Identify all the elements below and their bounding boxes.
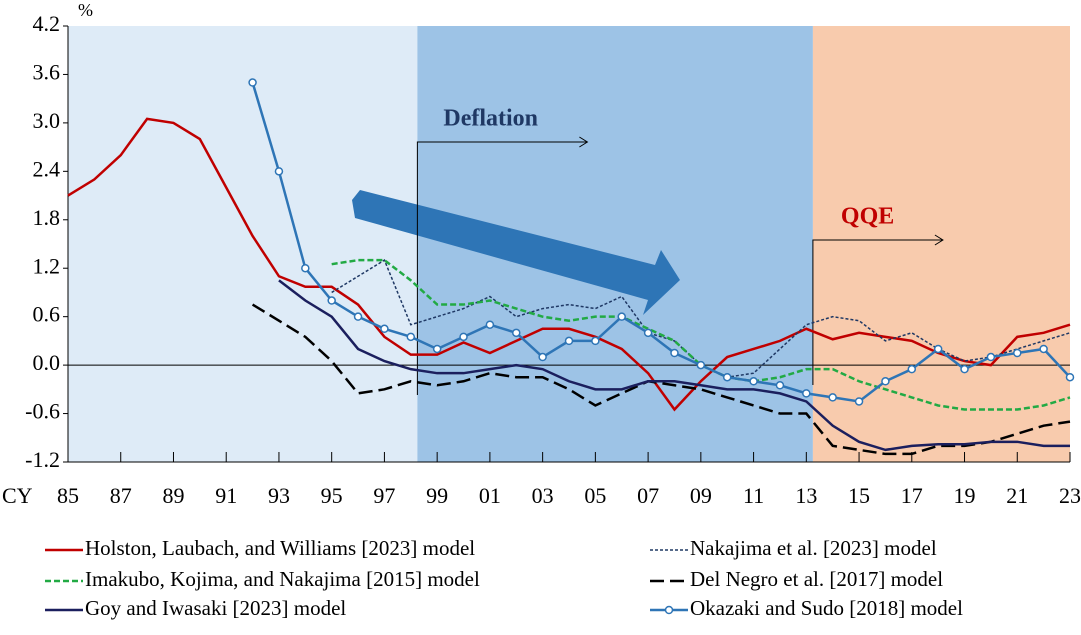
y-tick-label: -0.6 xyxy=(25,399,60,424)
x-tick-label: 03 xyxy=(532,483,554,508)
series-marker xyxy=(828,393,837,402)
series-marker xyxy=(564,336,574,346)
series-line xyxy=(251,303,1071,456)
x-tick-label: 23 xyxy=(1059,483,1081,508)
series-line xyxy=(278,279,1070,452)
legend-label: Imakubo, Kojima, and Nakajima [2015] mod… xyxy=(85,567,480,591)
series-marker xyxy=(1065,372,1075,382)
series-marker xyxy=(617,312,626,321)
x-tick-label: 11 xyxy=(743,483,764,508)
x-tick-label: 07 xyxy=(637,483,659,508)
series-marker xyxy=(327,296,336,305)
series-marker xyxy=(459,332,468,342)
x-tick-label: 01 xyxy=(479,483,501,508)
series-marker xyxy=(512,328,521,338)
series-line xyxy=(331,258,1071,411)
series-marker xyxy=(538,352,547,362)
y-unit-label: % xyxy=(78,0,93,20)
x-tick-label: 05 xyxy=(584,483,606,508)
y-tick-label: 1.8 xyxy=(33,205,61,230)
shaded-region xyxy=(812,26,1070,462)
series-marker xyxy=(248,78,257,87)
legend-label: Holston, Laubach, and Williams [2023] mo… xyxy=(85,536,475,560)
series-marker xyxy=(1039,344,1048,354)
x-tick-label: 89 xyxy=(162,483,184,508)
x-tick-label: 91 xyxy=(215,483,237,508)
x-tick-label: 93 xyxy=(268,483,290,508)
x-tick-label: 09 xyxy=(690,483,712,508)
series-marker xyxy=(749,377,758,386)
series-marker xyxy=(986,352,996,362)
y-tick-label: 4.2 xyxy=(33,11,61,36)
y-tick-label: 1.2 xyxy=(33,253,61,278)
series-marker xyxy=(485,320,495,329)
legend-label: Okazaki and Sudo [2018] model xyxy=(690,596,963,620)
series-marker xyxy=(406,332,416,342)
series-marker xyxy=(881,377,890,386)
x-unit-label: CY xyxy=(2,483,33,508)
x-tick-label: 19 xyxy=(954,483,976,508)
series-marker xyxy=(380,324,389,334)
annotation-arrow xyxy=(812,239,943,385)
series-marker xyxy=(775,381,785,390)
x-tick-label: 17 xyxy=(901,483,923,508)
series-marker xyxy=(802,389,811,398)
annotation: Deflation xyxy=(443,106,538,132)
series-marker xyxy=(960,364,969,374)
legend-label: Goy and Iwasaki [2023] model xyxy=(85,596,346,620)
x-tick-label: 99 xyxy=(426,483,448,508)
annotation-arrow xyxy=(416,141,588,395)
y-tick-label: 2.4 xyxy=(33,156,61,181)
series-marker xyxy=(591,336,600,346)
legend-label: Nakajima et al. [2023] model xyxy=(690,536,937,560)
series-marker xyxy=(432,344,442,354)
x-tick-label: 85 xyxy=(57,483,79,508)
series-line xyxy=(67,117,1071,412)
x-tick-label: 95 xyxy=(321,483,343,508)
legend-label: Del Negro et al. [2017] model xyxy=(690,567,943,591)
series-marker xyxy=(643,328,653,338)
arrow-head xyxy=(579,136,589,148)
series-marker xyxy=(854,397,864,406)
x-tick-label: 21 xyxy=(1006,483,1028,508)
series-marker xyxy=(301,263,310,273)
series-marker xyxy=(274,167,284,176)
legend-marker xyxy=(664,605,674,615)
arrow-head xyxy=(934,234,944,246)
series-marker xyxy=(722,372,732,382)
series-marker xyxy=(933,344,943,354)
trend-arrow xyxy=(352,190,680,315)
x-tick-label: 97 xyxy=(373,483,395,508)
series-line xyxy=(251,82,1071,403)
series-marker xyxy=(696,360,706,370)
series-marker xyxy=(1013,348,1022,358)
x-tick-label: 15 xyxy=(848,483,870,508)
series-marker xyxy=(353,312,363,321)
y-tick-label: 3.0 xyxy=(33,108,61,133)
y-tick-label: 0.6 xyxy=(33,302,61,327)
series-marker xyxy=(670,348,679,358)
annotation: QQE xyxy=(841,204,894,230)
shaded-region xyxy=(68,26,418,462)
y-tick-label: 0.0 xyxy=(33,350,61,375)
x-tick-label: 13 xyxy=(795,483,817,508)
series-marker xyxy=(907,364,917,374)
x-tick-label: 87 xyxy=(110,483,132,508)
y-tick-label: -1.2 xyxy=(25,447,60,472)
y-tick-label: 3.6 xyxy=(33,59,61,84)
